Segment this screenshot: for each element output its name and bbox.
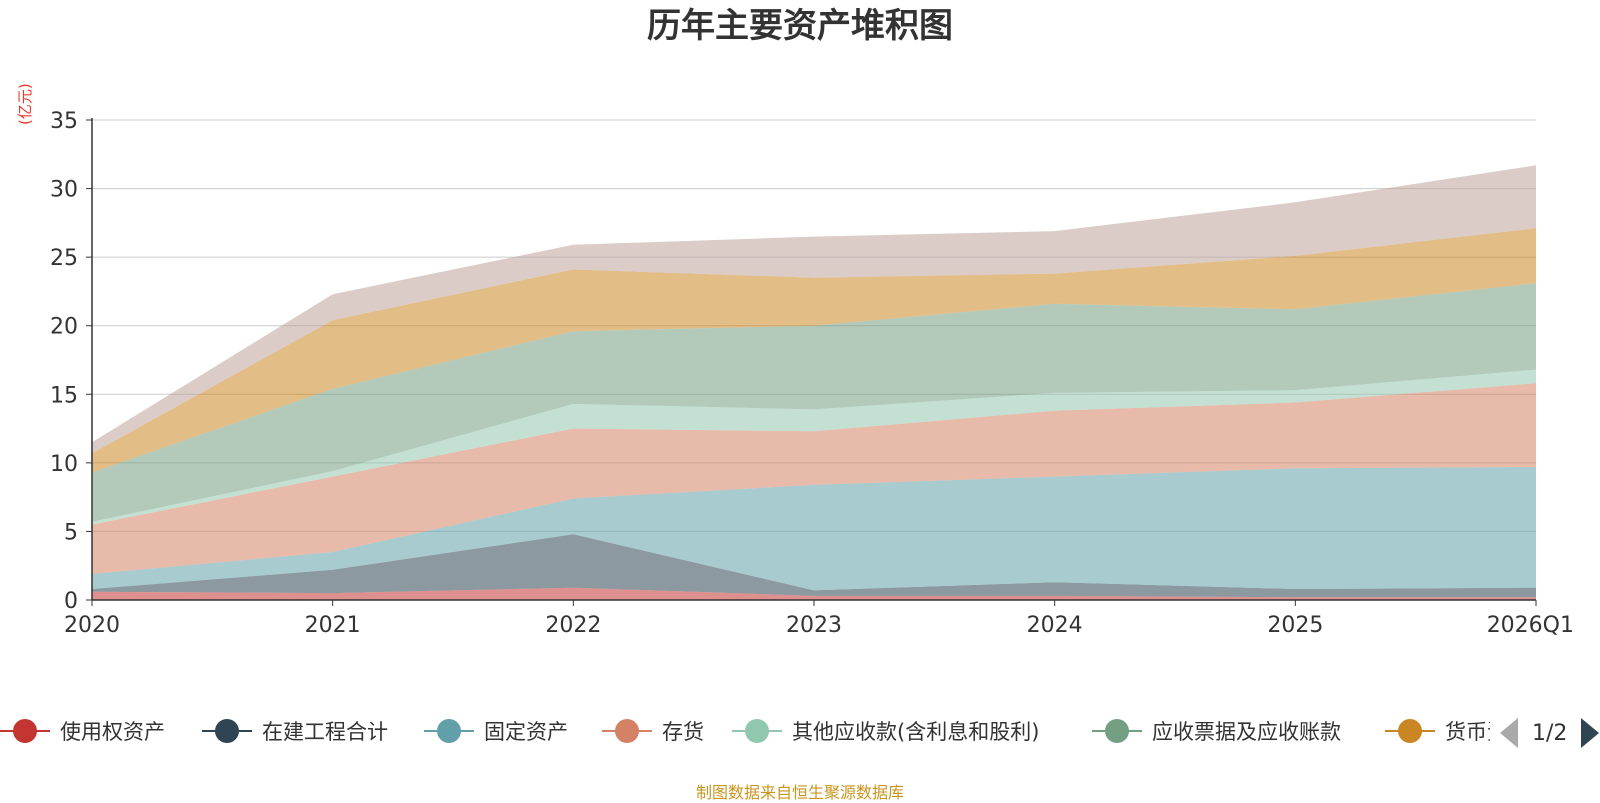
x-tick-label: 2021 bbox=[305, 613, 361, 638]
y-tick-label: 20 bbox=[50, 315, 78, 340]
legend-marker-icon bbox=[0, 717, 50, 745]
y-tick-label: 15 bbox=[50, 383, 78, 408]
legend-item[interactable]: 存货 bbox=[602, 713, 704, 749]
legend-label: 使用权资产 bbox=[60, 720, 165, 744]
legend-label: 在建工程合计 bbox=[262, 720, 388, 744]
area-series-在建工程合计[interactable] bbox=[92, 534, 1536, 598]
legend-label: 固定资产 bbox=[484, 720, 568, 744]
legend-marker-icon bbox=[424, 717, 474, 745]
y-tick-label: 30 bbox=[50, 178, 78, 203]
legend-pager: 1/2 bbox=[1500, 716, 1600, 750]
legend-item[interactable]: 应收票据及应收账款 bbox=[1092, 713, 1341, 749]
x-tick-label: 2020 bbox=[64, 613, 120, 638]
legend-item[interactable]: 固定资产 bbox=[424, 713, 568, 749]
legend-marker-icon bbox=[732, 717, 782, 745]
x-tick-label: 2022 bbox=[545, 613, 601, 638]
area-series-其他[interactable] bbox=[92, 165, 1536, 454]
area-series-应收票据及应收账款[interactable] bbox=[92, 283, 1536, 522]
area-series-货币资金[interactable] bbox=[92, 228, 1536, 473]
legend-label: 应收票据及应收账款 bbox=[1152, 720, 1341, 744]
chart-title: 历年主要资产堆积图 bbox=[647, 6, 953, 46]
legend-item[interactable]: 货币资金 bbox=[1385, 713, 1490, 749]
x-tick-label: 2023 bbox=[786, 613, 842, 638]
legend-label: 货币资金 bbox=[1445, 720, 1490, 744]
legend-marker-icon bbox=[602, 717, 652, 745]
legend-marker-icon bbox=[1385, 717, 1435, 745]
legend-page-indicator: 1/2 bbox=[1532, 720, 1568, 746]
legend-item[interactable]: 使用权资产 bbox=[0, 713, 165, 749]
x-tick-label: 2025 bbox=[1267, 613, 1323, 638]
y-tick-label: 5 bbox=[64, 520, 78, 545]
legend-next-page-arrow-icon[interactable] bbox=[1581, 718, 1600, 748]
area-series bbox=[92, 165, 1536, 600]
y-tick-label: 0 bbox=[64, 589, 78, 614]
area-series-存货[interactable] bbox=[92, 383, 1536, 574]
y-tick-label: 25 bbox=[50, 246, 78, 271]
y-tick-label: 35 bbox=[50, 109, 78, 134]
area-series-其他应收款(含利息和股利)[interactable] bbox=[92, 369, 1536, 525]
legend-item[interactable]: 在建工程合计 bbox=[202, 713, 388, 749]
source-note: 制图数据来自恒生聚源数据库 bbox=[695, 783, 904, 802]
legend-marker-icon bbox=[202, 717, 252, 745]
legend-prev-page-arrow-icon[interactable] bbox=[1500, 718, 1518, 748]
legend-item[interactable]: 其他应收款(含利息和股利) bbox=[732, 713, 1039, 749]
x-tick-label: 2026Q1 bbox=[1487, 613, 1574, 638]
legend-label: 存货 bbox=[662, 720, 704, 744]
y-tick-label: 10 bbox=[50, 452, 78, 477]
area-series-固定资产[interactable] bbox=[92, 467, 1536, 591]
area-series-使用权资产[interactable] bbox=[92, 587, 1536, 600]
legend-label: 其他应收款(含利息和股利) bbox=[792, 720, 1040, 744]
x-tick-label: 2024 bbox=[1027, 613, 1083, 638]
legend: 使用权资产 在建工程合计 固定资产 存货 其他应收款(含利息和股利) 应收票据及应收账款 货… bbox=[0, 713, 1490, 749]
legend-marker-icon bbox=[1092, 717, 1142, 745]
